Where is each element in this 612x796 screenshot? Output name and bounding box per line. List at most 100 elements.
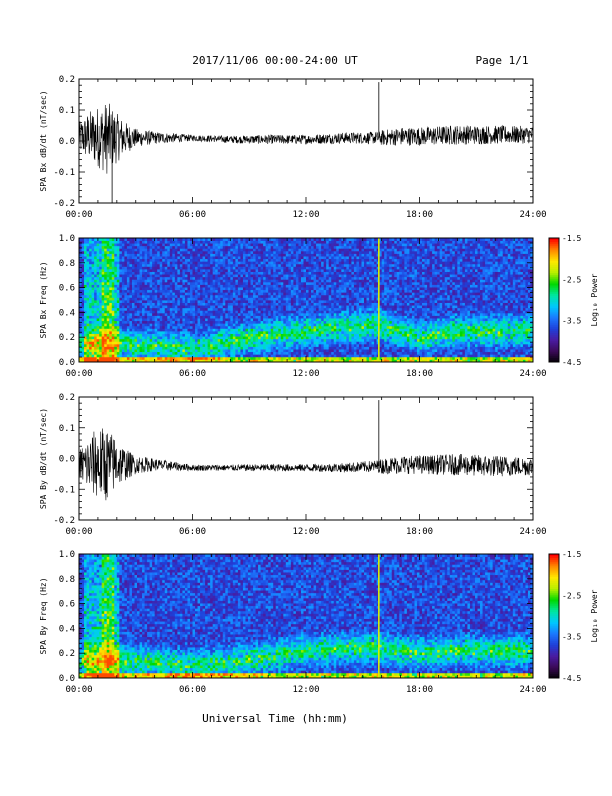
spectrogram-cell: [235, 305, 238, 308]
spectrogram-cell: [112, 248, 115, 251]
spectrogram-cell: [129, 282, 132, 285]
spectrogram-cell: [228, 308, 231, 311]
spectrogram-cell: [84, 285, 87, 288]
spectrogram-cell: [165, 316, 168, 319]
x-tick-label: 00:00: [65, 210, 92, 220]
spectrogram-cell: [134, 303, 137, 306]
spectrogram-cell: [223, 318, 226, 321]
spectrogram-cell: [251, 305, 254, 308]
spectrogram-cell: [132, 341, 135, 344]
spectrogram-cell: [119, 274, 122, 277]
spectrogram-cell: [147, 266, 150, 269]
spectrogram-cell: [160, 313, 163, 316]
spectrogram-cell: [107, 259, 110, 262]
spectrogram-cell: [165, 279, 168, 282]
spectrogram-cell: [271, 246, 274, 249]
spectrogram-cell: [187, 349, 190, 352]
spectrogram-cell: [314, 328, 317, 331]
spectrogram-cell: [104, 261, 107, 264]
spectrogram-cell: [334, 279, 337, 282]
spectrogram-cell: [240, 352, 243, 355]
spectrogram-cell: [321, 261, 324, 264]
spectrogram-cell: [195, 248, 198, 251]
spectrogram-cell: [132, 254, 135, 257]
spectrogram-cell: [82, 254, 85, 257]
spectrogram-cell: [203, 321, 206, 324]
spectrogram-cell: [311, 310, 314, 313]
spectrogram-cell: [190, 251, 193, 254]
spectrogram-cell: [283, 354, 286, 357]
spectrogram-cell: [240, 349, 243, 352]
spectrogram-cell: [286, 256, 289, 259]
spectrogram-cell: [278, 308, 281, 311]
spectrogram-cell: [182, 328, 185, 331]
spectrogram-cell: [165, 352, 168, 355]
spectrogram-cell: [291, 316, 294, 319]
spectrogram-cell: [127, 248, 130, 251]
spectrogram-cell: [82, 269, 85, 272]
spectrogram-cell: [233, 256, 236, 259]
spectrogram-cell: [177, 310, 180, 313]
spectrogram-cell: [296, 347, 299, 350]
spectrogram-cell: [140, 279, 143, 282]
spectrogram-cell: [112, 241, 115, 244]
spectrogram-cell: [185, 297, 188, 300]
spectrogram-cell: [238, 331, 241, 334]
spectrogram-cell: [104, 274, 107, 277]
spectrogram-cell: [165, 295, 168, 298]
spectrogram-cell: [220, 300, 223, 303]
spectrogram-cell: [240, 261, 243, 264]
spectrogram-cell: [271, 274, 274, 277]
spectrogram-cell: [321, 256, 324, 259]
spectrogram-cell: [303, 292, 306, 295]
spectrogram-cell: [177, 297, 180, 300]
spectrogram-cell: [245, 344, 248, 347]
spectrogram-cell: [238, 292, 241, 295]
spectrogram-cell: [114, 246, 117, 249]
spectrogram-cell: [324, 246, 327, 249]
spectrogram-cell: [329, 300, 332, 303]
spectrogram-cell: [303, 259, 306, 262]
spectrogram-cell: [233, 328, 236, 331]
spectrogram-cell: [258, 251, 261, 254]
spectrogram-cell: [314, 323, 317, 326]
spectrogram-cell: [177, 326, 180, 329]
spectrogram-cell: [162, 272, 165, 275]
spectrogram-cell: [261, 254, 264, 257]
spectrogram-cell: [92, 269, 95, 272]
x-tick-label: 06:00: [179, 210, 206, 220]
spectrogram-cell: [301, 295, 304, 298]
spectrogram-cell: [286, 303, 289, 306]
spectrogram-cell: [172, 323, 175, 326]
spectrogram-cell: [329, 339, 332, 342]
spectrogram-cell: [107, 349, 110, 352]
spectrogram-cell: [205, 246, 208, 249]
spectrogram-cell: [281, 316, 284, 319]
spectrogram-cell: [87, 357, 90, 360]
spectrogram-cell: [319, 266, 322, 269]
spectrogram-cell: [104, 321, 107, 324]
spectrogram-cell: [273, 328, 276, 331]
spectrogram-cell: [193, 243, 196, 246]
spectrogram-cell: [215, 264, 218, 267]
spectrogram-cell: [311, 274, 314, 277]
spectrogram-cell: [87, 326, 90, 329]
spectrogram-cell: [124, 243, 127, 246]
spectrogram-cell: [268, 357, 271, 360]
spectrogram-cell: [258, 331, 261, 334]
spectrogram-cell: [157, 285, 160, 288]
spectrogram-cell: [253, 308, 256, 311]
spectrogram-cell: [92, 328, 95, 331]
spectrogram-cell: [331, 323, 334, 326]
spectrogram-cell: [182, 310, 185, 313]
spectrogram-cell: [177, 300, 180, 303]
spectrogram-cell: [261, 287, 264, 290]
spectrogram-cell: [223, 274, 226, 277]
spectrogram-cell: [102, 321, 105, 324]
spectrogram-cell: [102, 357, 105, 360]
spectrogram-cell: [309, 246, 312, 249]
spectrogram-cell: [97, 323, 100, 326]
spectrogram-cell: [180, 272, 183, 275]
spectrogram-cell: [251, 266, 254, 269]
spectrogram-cell: [180, 354, 183, 357]
